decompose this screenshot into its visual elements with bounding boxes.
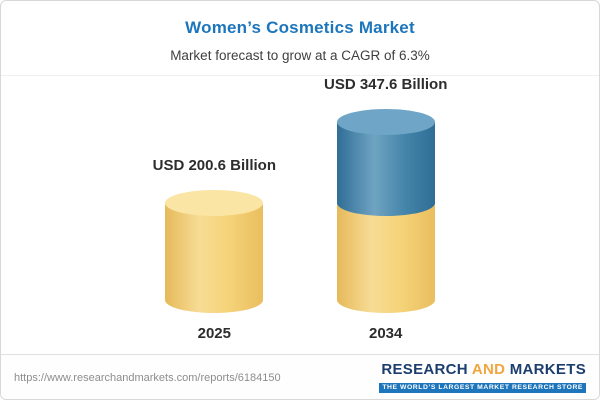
brand-wordmark: RESEARCH AND MARKETS — [379, 362, 586, 377]
bar-group-2025: USD 200.6 Billion 2025 — [153, 157, 276, 342]
category-label-2034: 2034 — [369, 325, 403, 342]
cylinder-2034 — [336, 109, 435, 313]
bar-group-2034: USD 347.6 Billion 2034 — [324, 76, 447, 342]
value-label-2025: USD 200.6 Billion — [152, 157, 276, 174]
plot-area: USD 200.6 Billion 2025 USD 347.6 Billion… — [1, 76, 599, 354]
brand-logo: RESEARCH AND MARKETS THE WORLD’S LARGEST… — [379, 362, 586, 394]
cylinder-2025-base-segment — [165, 203, 264, 313]
brand-word-markets: MARKETS — [509, 360, 586, 378]
category-label-2025: 2025 — [197, 325, 231, 342]
chart-header: Women’s Cosmetics Market Market forecast… — [1, 1, 599, 76]
cylinder-2025-top-ellipse — [165, 190, 264, 216]
footer-bar: https://www.researchandmarkets.com/repor… — [1, 354, 599, 399]
cylinder-2025 — [165, 190, 264, 313]
brand-word-research: RESEARCH — [381, 360, 468, 378]
report-url[interactable]: https://www.researchandmarkets.com/repor… — [14, 371, 281, 384]
chart-subtitle: Market forecast to grow at a CAGR of 6.3… — [170, 48, 430, 63]
chart-title: Women’s Cosmetics Market — [185, 18, 415, 37]
cylinder-2034-growth-segment — [336, 122, 435, 216]
brand-word-and: AND — [471, 360, 506, 378]
brand-tagline: THE WORLD’S LARGEST MARKET RESEARCH STOR… — [379, 382, 586, 394]
cylinder-2034-top-ellipse — [336, 109, 435, 135]
value-label-2034: USD 347.6 Billion — [324, 76, 448, 93]
